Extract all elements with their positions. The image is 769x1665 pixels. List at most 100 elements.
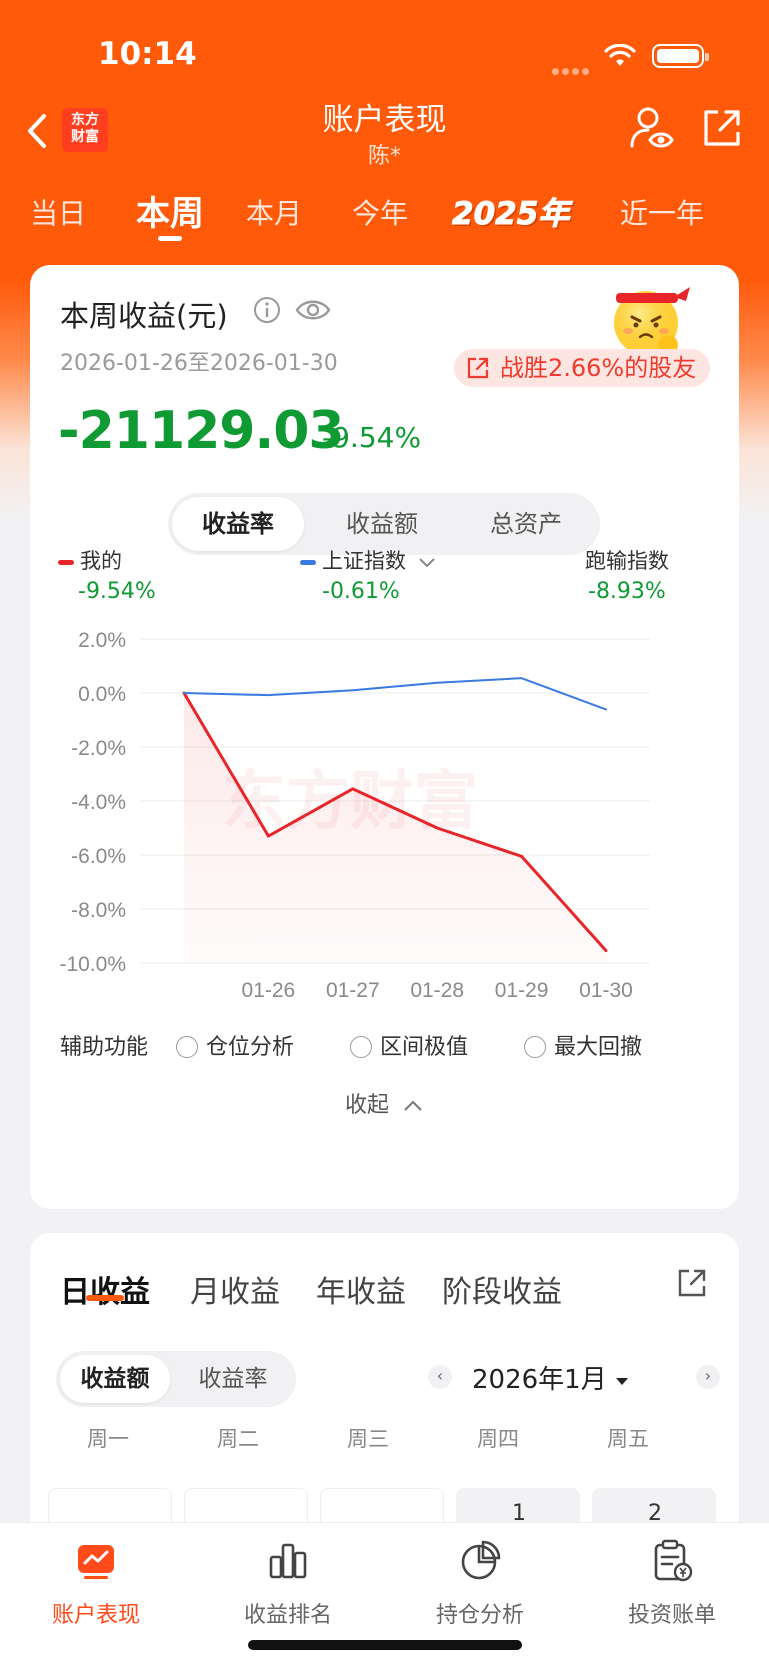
share-icon[interactable] (676, 1267, 708, 1299)
tab-yearly-income[interactable]: 年收益 (316, 1275, 406, 1310)
month-selector[interactable]: 2026年1月 (472, 1359, 629, 1396)
metric-tab-rate[interactable]: 收益率 (172, 497, 304, 551)
collapse-label: 收起 (344, 1093, 389, 1118)
legend-index-selector[interactable]: 上证指数 (300, 545, 437, 575)
mascot-icon (614, 287, 690, 355)
back-icon[interactable] (22, 108, 56, 154)
bottom-tab-label: 投资账单 (627, 1603, 716, 1628)
metric-tab-amount[interactable]: 收益额 (346, 510, 418, 538)
metric-toggle: 收益率 收益额 总资产 (168, 493, 600, 555)
trend-chart-icon (78, 1545, 114, 1579)
series-line-index (183, 677, 607, 711)
radio-icon (524, 1036, 546, 1058)
tab-today[interactable]: 当日 (30, 197, 87, 230)
month-navigator: ‹ 2026年1月 › (428, 1353, 728, 1403)
page-title: 账户表现 (322, 102, 447, 138)
tab-this-week[interactable]: 本周 (136, 194, 204, 234)
legend-mine-label: 我的 (80, 549, 122, 573)
pie-chart-icon (461, 1540, 501, 1580)
prev-month-button[interactable]: ‹ (428, 1365, 452, 1389)
y-tick-label: -4.0% (71, 791, 126, 814)
calendar-day: 2 (648, 1501, 662, 1526)
legend-index-value: -0.61% (322, 579, 400, 604)
tab-year-2025[interactable]: 2025年 (451, 196, 570, 233)
bill-icon (654, 1539, 693, 1582)
profit-percent: -9.54% (322, 421, 422, 454)
aux-functions: 辅助功能 仓位分析 区间极值 最大回撤 (60, 1025, 720, 1065)
beat-peers-badge[interactable]: 战胜2.66%的股友 (454, 349, 711, 387)
profit-value: -21129.03 (58, 401, 345, 461)
active-tab-indicator (86, 1295, 124, 1301)
period-tabs: 当日 本周 本月 今年 2025年 近一年 (0, 180, 769, 241)
signal-icon (552, 60, 592, 75)
bottom-tab-label: 收益排名 (243, 1603, 332, 1628)
weekday: 周三 (347, 1427, 389, 1451)
legend-index-label: 上证指数 (322, 549, 406, 573)
tab-stage-income[interactable]: 阶段收益 (442, 1275, 562, 1310)
x-tick-label: 01-29 (495, 979, 549, 1002)
y-tick-label: -6.0% (71, 845, 126, 868)
share-icon (467, 357, 489, 379)
tab-last-year[interactable]: 近一年 (620, 197, 705, 230)
wifi-icon (604, 44, 636, 66)
return-chart[interactable]: 2.0% 0.0% -2.0% -4.0% -6.0% -8.0% -10.0% 01-26 0… (30, 605, 739, 1005)
brand-logo: 东方 财富 (62, 108, 108, 152)
bar-chart-icon (269, 1543, 307, 1579)
home-indicator (248, 1640, 522, 1650)
next-month-button[interactable]: › (696, 1365, 720, 1389)
series-line-mine (182, 691, 608, 953)
y-tick-label: -2.0% (71, 737, 126, 760)
collapse-button[interactable]: 收起 (30, 1087, 739, 1119)
bottom-tab-holdings[interactable]: 持仓分析 (384, 1539, 576, 1629)
user-privacy-icon[interactable] (628, 104, 676, 152)
date-range: 2026-01-26至2026-01-30 (60, 351, 338, 376)
x-tick-label: 01-30 (579, 979, 633, 1002)
weekday: 周四 (477, 1427, 519, 1451)
month-label: 2026年1月 (472, 1365, 607, 1395)
option-interval-extremes[interactable]: 区间极值 (350, 1029, 468, 1061)
bottom-tab-account-performance[interactable]: 账户表现 (0, 1539, 192, 1629)
income-tab-amount[interactable]: 收益额 (60, 1355, 170, 1403)
info-icon[interactable] (252, 295, 282, 325)
weekday-header: 周一 周二 周三 周四 周五 (48, 1423, 708, 1463)
tab-this-month[interactable]: 本月 (246, 197, 303, 230)
weekday: 周五 (607, 1427, 649, 1451)
metric-tab-assets[interactable]: 总资产 (490, 510, 562, 538)
nav-bar: 东方 财富 账户表现 陈* (0, 90, 769, 170)
legend-index-swatch (300, 559, 316, 565)
income-metric-toggle: 收益额 收益率 (56, 1351, 296, 1407)
aux-label: 辅助功能 (60, 1035, 149, 1060)
tab-daily-income[interactable]: 日收益 (60, 1275, 150, 1310)
x-tick-label: 01-26 (242, 979, 296, 1002)
y-tick-label: -8.0% (71, 899, 126, 922)
eye-icon[interactable] (294, 295, 332, 325)
chevron-down-icon (418, 558, 435, 568)
legend-mine: 我的 (58, 545, 122, 575)
caret-down-icon (615, 1377, 628, 1385)
profit-card: 本周收益(元) 2026-01-26至2026-01-30 战胜2.66%的股友… (30, 265, 739, 1209)
legend-lag-label: 跑输指数 (585, 549, 669, 573)
tab-this-year[interactable]: 今年 (352, 197, 409, 230)
option-label: 区间极值 (380, 1035, 469, 1060)
option-max-drawdown[interactable]: 最大回撤 (524, 1029, 642, 1061)
share-icon[interactable] (700, 106, 744, 150)
tab-monthly-income[interactable]: 月收益 (190, 1275, 280, 1310)
weekday: 周二 (217, 1427, 259, 1451)
legend-mine-swatch (58, 559, 74, 565)
radio-icon (350, 1036, 372, 1058)
income-tab-rate[interactable]: 收益率 (198, 1366, 268, 1392)
option-position-analysis[interactable]: 仓位分析 (176, 1029, 294, 1061)
series-area-mine (184, 693, 606, 963)
beat-peers-text: 战胜2.66%的股友 (500, 354, 697, 382)
y-tick-label: -10.0% (59, 953, 126, 976)
bottom-tab-bill[interactable]: 投资账单 (576, 1539, 768, 1629)
calendar-day: 1 (512, 1501, 526, 1526)
bottom-tab-ranking[interactable]: 收益排名 (192, 1539, 384, 1629)
y-tick-label: 2.0% (78, 629, 126, 652)
radio-icon (176, 1036, 198, 1058)
chevron-up-icon (404, 1100, 422, 1111)
x-tick-label: 01-28 (410, 979, 464, 1002)
bottom-tab-label: 账户表现 (51, 1603, 140, 1628)
weekday: 周一 (87, 1427, 129, 1451)
option-label: 仓位分析 (206, 1035, 295, 1060)
